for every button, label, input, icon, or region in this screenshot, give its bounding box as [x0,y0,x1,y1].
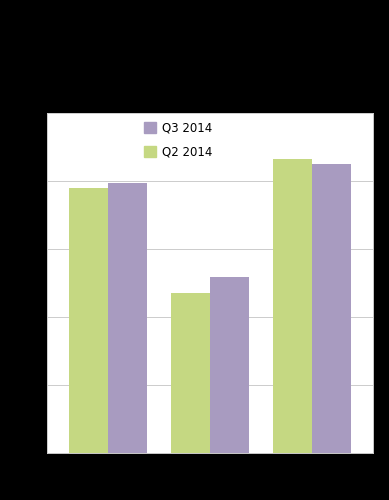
Bar [108,183,147,452]
Bar [312,164,351,452]
Bar [210,276,249,452]
Bar [273,160,312,453]
Bar [171,293,210,452]
Legend: Q3 2014, Q2 2014: Q3 2014, Q2 2014 [144,122,212,158]
Bar [69,188,108,452]
